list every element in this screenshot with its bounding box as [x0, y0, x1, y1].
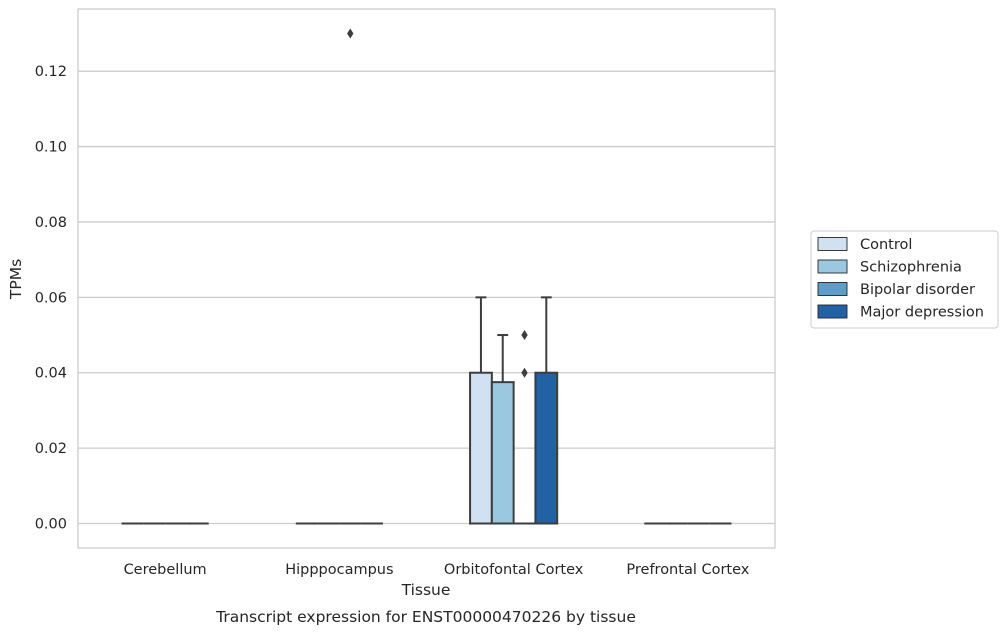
plot-background: [78, 9, 775, 548]
legend-item-label: Control: [860, 237, 912, 253]
x-tick-label: Prefrontal Cortex: [626, 562, 749, 578]
legend-swatch: [817, 259, 848, 274]
x-axis-label: Tissue: [401, 581, 451, 599]
y-tick-label: 0.12: [35, 64, 67, 80]
legend-item-label: Major depression: [860, 305, 984, 321]
x-tick-label: Orbitofontal Cortex: [444, 562, 584, 578]
x-tick-label: Cerebellum: [124, 562, 207, 578]
x-tick-label: Hipppocampus: [285, 562, 393, 578]
outlier-marker: [521, 330, 528, 341]
y-axis-label: TPMs: [7, 259, 25, 300]
y-tick-label: 0.00: [35, 517, 67, 533]
legend-item-label: Bipolar disorder: [860, 282, 975, 298]
box-body: [490, 381, 515, 525]
y-tick-labels: 0.00 0.02 0.04 0.06 0.08 0.10 0.12: [35, 64, 67, 532]
box-body: [534, 371, 559, 525]
gridlines: [78, 70, 775, 525]
y-tick-label: 0.10: [35, 140, 67, 156]
y-tick-label: 0.04: [35, 366, 67, 382]
plot-frame: [77, 8, 776, 549]
legend-swatch: [817, 282, 848, 296]
y-tick-label: 0.08: [35, 215, 67, 231]
box-marks: [121, 28, 732, 525]
y-tick-label: 0.06: [35, 290, 67, 306]
legend-swatch: [817, 304, 848, 319]
y-tick-label: 0.02: [35, 441, 67, 457]
outlier-marker: [347, 28, 354, 39]
outlier-marker: [521, 367, 528, 378]
box-1-2: [339, 28, 362, 525]
box-body: [469, 371, 493, 525]
box-2-3: [534, 296, 559, 525]
x-tick-labels: Cerebellum Hipppocampus Orbitofontal Corte…: [124, 562, 750, 578]
box-2-1: [490, 334, 515, 525]
legend-swatch: [817, 237, 848, 251]
legend-frame: [810, 230, 999, 329]
legend: Control Schizophrenia Bipolar disorder Majo…: [810, 230, 999, 329]
box-2-2: [513, 330, 536, 525]
chart-caption: Transcript expression for ENST0000047022…: [215, 608, 636, 626]
legend-item-label: Schizophrenia: [860, 260, 962, 276]
